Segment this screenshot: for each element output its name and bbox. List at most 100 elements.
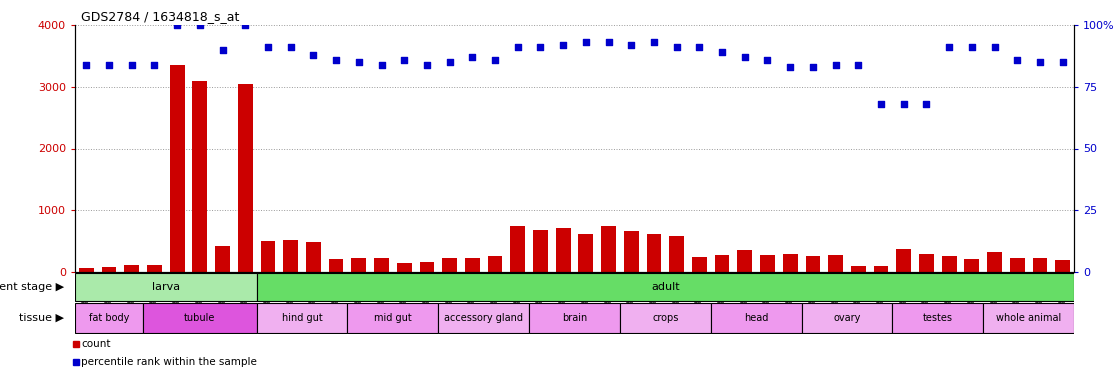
Bar: [602, 226, 616, 272]
Bar: [306, 242, 320, 272]
Bar: [147, 265, 162, 272]
Bar: [624, 231, 638, 272]
Bar: [578, 234, 594, 272]
Point: [441, 59, 459, 65]
Point: [213, 46, 231, 53]
Bar: [465, 258, 480, 272]
Bar: [806, 256, 820, 272]
Bar: [1032, 258, 1047, 272]
Bar: [760, 255, 775, 272]
Bar: [439, 303, 529, 333]
Text: whole animal: whole animal: [995, 313, 1061, 323]
Bar: [711, 303, 801, 333]
Point: [145, 61, 163, 68]
Bar: [896, 248, 911, 272]
Point: [735, 54, 753, 60]
Bar: [488, 256, 502, 272]
Bar: [801, 303, 893, 333]
Text: ovary: ovary: [834, 313, 860, 323]
Bar: [738, 250, 752, 272]
Bar: [283, 240, 298, 272]
Text: GDS2784 / 1634818_s_at: GDS2784 / 1634818_s_at: [80, 10, 239, 23]
Point: [100, 61, 118, 68]
Text: hind gut: hind gut: [281, 313, 323, 323]
Bar: [942, 256, 956, 272]
Bar: [964, 259, 979, 272]
Text: count: count: [81, 339, 110, 349]
Bar: [646, 234, 662, 272]
Bar: [75, 303, 143, 333]
Point: [623, 42, 641, 48]
Point: [577, 39, 595, 45]
Point: [1009, 56, 1027, 63]
Point: [917, 101, 935, 107]
Text: head: head: [744, 313, 768, 323]
Bar: [102, 267, 116, 272]
Bar: [874, 266, 888, 272]
Bar: [510, 226, 526, 272]
Bar: [714, 255, 730, 272]
Bar: [556, 228, 570, 272]
Bar: [988, 252, 1002, 272]
Bar: [143, 303, 257, 333]
Point: [259, 44, 277, 50]
Point: [237, 22, 254, 28]
Bar: [397, 263, 412, 272]
Bar: [352, 258, 366, 272]
Point: [77, 61, 95, 68]
Point: [555, 42, 573, 48]
Text: fat body: fat body: [89, 313, 129, 323]
Bar: [533, 230, 548, 272]
Point: [599, 39, 617, 45]
Bar: [920, 254, 934, 272]
Bar: [261, 241, 276, 272]
Bar: [238, 84, 252, 272]
Bar: [1010, 258, 1024, 272]
Text: mid gut: mid gut: [374, 313, 412, 323]
Bar: [257, 303, 347, 333]
Bar: [983, 303, 1074, 333]
Text: testes: testes: [923, 313, 953, 323]
Point: [305, 51, 323, 58]
Text: larva: larva: [152, 282, 180, 292]
Point: [667, 44, 685, 50]
Bar: [329, 259, 344, 272]
Bar: [850, 266, 866, 272]
Point: [781, 64, 799, 70]
Bar: [670, 236, 684, 272]
Point: [1031, 59, 1049, 65]
Point: [827, 61, 845, 68]
Text: tissue ▶: tissue ▶: [19, 313, 64, 323]
Point: [940, 44, 958, 50]
Point: [963, 44, 981, 50]
Point: [691, 44, 709, 50]
Bar: [170, 65, 184, 272]
Text: crops: crops: [652, 313, 679, 323]
Bar: [124, 265, 140, 272]
Bar: [893, 303, 983, 333]
Point: [373, 61, 391, 68]
Point: [418, 61, 436, 68]
Bar: [692, 257, 706, 272]
Point: [509, 44, 527, 50]
Point: [645, 39, 663, 45]
Point: [713, 49, 731, 55]
Text: adult: adult: [651, 282, 680, 292]
Point: [872, 101, 889, 107]
Text: accessory gland: accessory gland: [444, 313, 523, 323]
Text: percentile rank within the sample: percentile rank within the sample: [81, 357, 257, 367]
Bar: [420, 262, 434, 272]
Point: [123, 61, 141, 68]
Point: [395, 56, 413, 63]
Point: [849, 61, 867, 68]
Point: [281, 44, 299, 50]
Bar: [619, 303, 711, 333]
Point: [463, 54, 481, 60]
Point: [169, 22, 186, 28]
Bar: [529, 303, 619, 333]
Point: [191, 22, 209, 28]
Point: [531, 44, 549, 50]
Bar: [257, 273, 1074, 301]
Point: [804, 64, 821, 70]
Bar: [374, 258, 388, 272]
